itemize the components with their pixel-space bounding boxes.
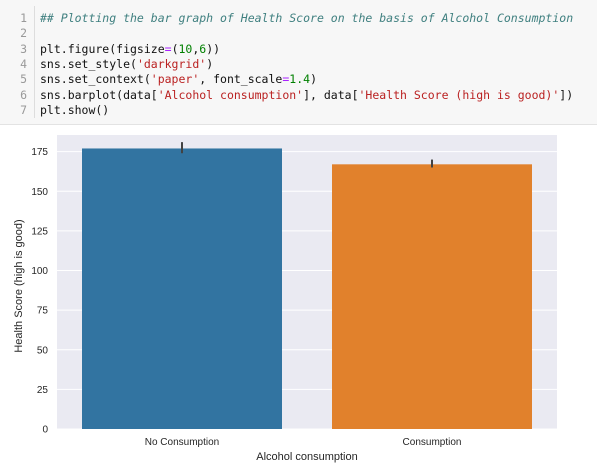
bar xyxy=(332,164,532,430)
x-axis-label: Alcohol consumption xyxy=(256,451,358,463)
code-token: ], data[ xyxy=(303,87,359,102)
line-number: 2 xyxy=(20,26,27,41)
y-tick-label: 50 xyxy=(37,345,49,356)
gutter-separator xyxy=(34,6,35,118)
y-tick-label: 100 xyxy=(31,266,48,277)
line-number: 1 xyxy=(20,11,27,25)
line-number: 5 xyxy=(20,72,27,87)
code-token: sns.set_style( xyxy=(40,56,137,71)
y-tick-label: 175 xyxy=(31,147,48,158)
code-token: , xyxy=(192,41,200,56)
code-text[interactable]: ## Plotting the bar graph of Health Scor… xyxy=(40,11,573,26)
code-token: ) xyxy=(206,56,214,71)
code-token: sns.set_context( xyxy=(40,72,151,87)
code-line[interactable]: 5 sns.set_context('paper', font_scale=1.4… xyxy=(0,72,597,87)
y-tick-label: 0 xyxy=(42,425,48,436)
code-token: 'darkgrid' xyxy=(136,56,207,71)
code-token: plt.figure(figsize xyxy=(40,41,165,56)
y-tick-label: 25 xyxy=(37,385,49,396)
line-number: 3 xyxy=(20,41,27,56)
code-line[interactable]: 4 sns.set_style('darkgrid') xyxy=(0,57,597,72)
code-text[interactable]: plt.show() xyxy=(40,103,109,118)
y-axis-label: Health Score (high is good) xyxy=(13,219,25,352)
code-token: 'Health Score (high is good)' xyxy=(358,87,560,102)
code-token: ]) xyxy=(559,87,574,102)
code-token: 1.4 xyxy=(289,72,311,87)
bar xyxy=(82,148,282,430)
y-tick-label: 125 xyxy=(31,226,48,237)
code-token: 'paper' xyxy=(150,72,200,87)
x-tick-label: No Consumption xyxy=(145,437,219,448)
x-tick-label: Consumption xyxy=(403,437,462,448)
bar-chart: 0 25 50 75 100 125 150 175 No Consumption Consump… xyxy=(13,135,557,463)
code-text[interactable]: plt.figure(figsize=(10,6)) xyxy=(40,42,220,57)
code-text[interactable]: sns.barplot(data['Alcohol consumption'],… xyxy=(40,88,573,103)
code-line[interactable]: 2 xyxy=(0,26,597,41)
code-token: 'Alcohol consumption' xyxy=(157,87,304,102)
line-number: 7 xyxy=(20,102,27,117)
code-line[interactable]: 6 sns.barplot(data['Alcohol consumption']… xyxy=(0,88,597,103)
code-token: sns.barplot(data[ xyxy=(40,87,158,102)
code-text[interactable]: sns.set_context('paper', font_scale=1.4) xyxy=(40,72,317,87)
code-token: ) xyxy=(310,72,317,87)
code-token: plt.show() xyxy=(40,102,110,117)
code-text[interactable]: sns.set_style('darkgrid') xyxy=(40,57,213,72)
code-token: = xyxy=(164,41,172,56)
line-number: 4 xyxy=(20,56,27,71)
code-token: = xyxy=(282,72,290,87)
code-token: 6 xyxy=(199,41,207,56)
code-line[interactable]: 1 ## Plotting the bar graph of Health Sco… xyxy=(0,11,597,26)
code-token: 10 xyxy=(178,41,193,56)
y-tick-label: 75 xyxy=(37,306,49,317)
code-line[interactable]: 7 plt.show() xyxy=(0,103,597,118)
output-area: 0 25 50 75 100 125 150 175 No Consumption Consump… xyxy=(0,125,597,470)
line-number: 6 xyxy=(20,87,27,102)
code-cell[interactable]: 1 ## Plotting the bar graph of Health Sco… xyxy=(0,0,597,125)
code-line[interactable]: 3 plt.figure(figsize=(10,6)) xyxy=(0,42,597,57)
code-token: ## Plotting the bar graph of Health Scor… xyxy=(40,11,574,25)
code-token: )) xyxy=(206,41,221,56)
code-token: ( xyxy=(171,41,179,56)
code-token: , font_scale xyxy=(199,72,283,87)
y-tick-label: 150 xyxy=(31,187,48,198)
